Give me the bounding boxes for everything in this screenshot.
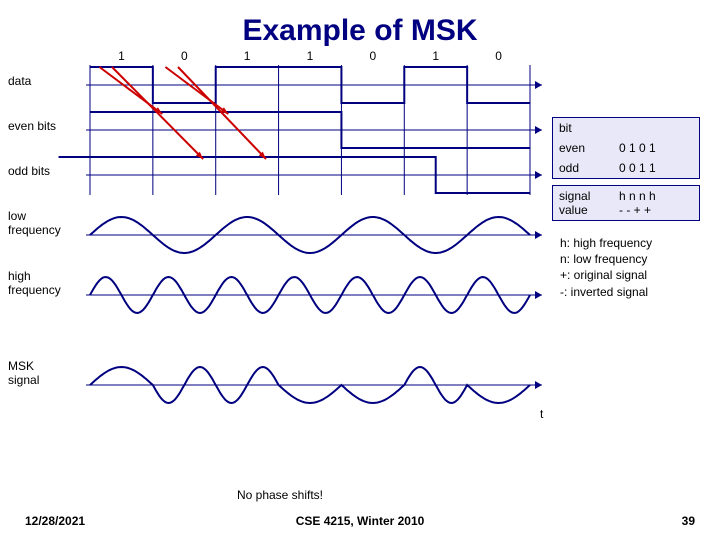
bit-table-header: bit bbox=[553, 118, 699, 138]
bit-table-odd-val: 0 0 1 1 bbox=[613, 158, 662, 178]
signal-value-val: h n n h - - + + bbox=[613, 186, 662, 220]
svg-text:1: 1 bbox=[118, 50, 125, 63]
svg-text:0: 0 bbox=[495, 50, 502, 63]
svg-text:frequency: frequency bbox=[8, 283, 61, 297]
svg-text:1: 1 bbox=[307, 50, 314, 63]
caption-no-phase: No phase shifts! bbox=[200, 488, 360, 502]
svg-text:odd bits: odd bits bbox=[8, 164, 50, 178]
svg-text:MSK: MSK bbox=[8, 359, 34, 373]
svg-text:data: data bbox=[8, 74, 32, 88]
svg-text:1: 1 bbox=[244, 50, 251, 63]
legend-line: h: high frequency bbox=[560, 235, 652, 251]
svg-text:0: 0 bbox=[181, 50, 188, 63]
bit-table-even-key: even bbox=[553, 138, 613, 158]
legend-line: +: original signal bbox=[560, 267, 652, 283]
footer-page: 39 bbox=[682, 514, 695, 528]
time-axis-label: t bbox=[540, 407, 543, 421]
bit-table-odd-key: odd bbox=[553, 158, 613, 178]
legend-line: n: low frequency bbox=[560, 251, 652, 267]
svg-text:low: low bbox=[8, 209, 26, 223]
bit-table-even-val: 0 1 0 1 bbox=[613, 138, 662, 158]
svg-text:even bits: even bits bbox=[8, 119, 56, 133]
signal-value-table: signal value h n n h - - + + bbox=[552, 185, 700, 221]
footer-center: CSE 4215, Winter 2010 bbox=[0, 514, 720, 528]
bit-table: bit even 0 1 0 1 odd 0 0 1 1 bbox=[552, 117, 700, 179]
svg-text:0: 0 bbox=[370, 50, 377, 63]
signal-value-key: signal value bbox=[553, 186, 613, 220]
svg-text:1: 1 bbox=[432, 50, 439, 63]
svg-text:frequency: frequency bbox=[8, 223, 61, 237]
page-title: Example of MSK bbox=[0, 14, 720, 48]
svg-text:high: high bbox=[8, 269, 31, 283]
legend-line: -: inverted signal bbox=[560, 284, 652, 300]
svg-text:signal: signal bbox=[8, 373, 39, 387]
legend: h: high frequency n: low frequency +: or… bbox=[560, 235, 652, 300]
